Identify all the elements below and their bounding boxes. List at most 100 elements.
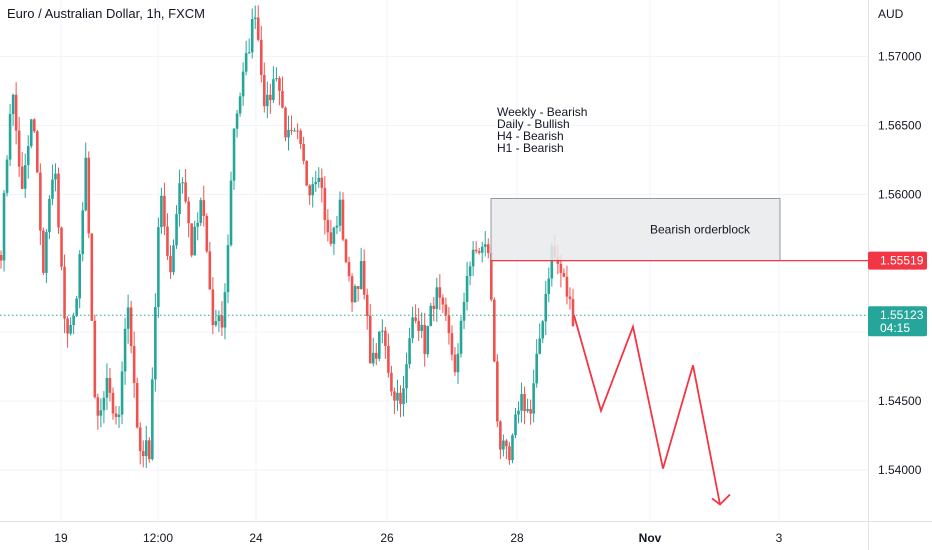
- candle-body: [272, 79, 275, 101]
- candle-body: [187, 201, 190, 224]
- candle-body: [247, 52, 251, 54]
- candle-body: [39, 172, 42, 231]
- current-price-value: 1.55123: [880, 308, 924, 322]
- candle-body: [296, 130, 299, 132]
- candle-body: [202, 200, 206, 216]
- candle-body: [220, 315, 224, 328]
- candle-body: [477, 251, 481, 253]
- candle-body: [408, 338, 411, 365]
- candle-body: [111, 392, 115, 414]
- candle-body: [568, 296, 572, 300]
- candle-body: [5, 159, 9, 193]
- candle-body: [447, 315, 451, 334]
- candle-body: [335, 225, 339, 228]
- projection-path[interactable]: [573, 314, 721, 505]
- candle-body: [468, 266, 472, 276]
- candle-body: [547, 278, 551, 294]
- candle-body: [17, 130, 21, 167]
- candle-body: [226, 245, 230, 293]
- candle-body: [211, 289, 215, 326]
- candle-body: [411, 317, 414, 339]
- candle-body: [196, 222, 200, 227]
- candle-body: [190, 223, 193, 256]
- candle-body: [450, 333, 454, 355]
- candle-body: [235, 113, 239, 129]
- candle-body: [269, 94, 272, 101]
- candle-body: [166, 226, 169, 256]
- candle-body: [529, 409, 532, 414]
- candle-body: [81, 210, 85, 255]
- candle-body: [72, 315, 75, 325]
- candle-body: [396, 392, 399, 401]
- candle-body: [151, 379, 154, 460]
- candle-body: [84, 157, 88, 211]
- candle-body: [281, 90, 284, 108]
- orderblock-zone[interactable]: [490, 197, 781, 262]
- candle-body: [172, 245, 175, 273]
- candle-body: [417, 320, 420, 331]
- candle-body: [87, 157, 91, 234]
- candle-body: [414, 317, 417, 321]
- candle-body: [544, 293, 548, 322]
- candle-body: [338, 199, 342, 226]
- candle-body: [402, 388, 405, 405]
- bar-countdown: 04:15: [880, 321, 910, 335]
- candle-body: [184, 182, 187, 202]
- candle-body: [11, 94, 15, 115]
- candle-body: [362, 261, 366, 295]
- candle-body: [99, 410, 103, 416]
- candle-body: [432, 305, 436, 309]
- candle-body: [480, 246, 484, 253]
- candle-body: [54, 173, 57, 180]
- candle-body: [253, 17, 257, 19]
- candle-body: [332, 227, 336, 244]
- candle-body: [344, 239, 348, 263]
- candle-body: [241, 71, 245, 97]
- level-price-tag: [868, 251, 927, 270]
- candle-body: [384, 330, 387, 346]
- candle-body: [129, 307, 133, 347]
- candle-body: [459, 320, 463, 354]
- candle-body: [256, 17, 260, 40]
- candle-body: [474, 249, 478, 252]
- candle-body: [144, 440, 148, 457]
- candle-body: [502, 440, 505, 450]
- candle-body: [20, 166, 24, 189]
- candle-body: [0, 254, 3, 261]
- candle-body: [299, 130, 302, 144]
- candle-body: [120, 371, 124, 415]
- candle-body: [135, 383, 139, 428]
- candle-body: [508, 446, 511, 461]
- candle-body: [499, 421, 502, 450]
- candle-body: [60, 227, 63, 267]
- candle-body: [390, 372, 393, 392]
- candle-body: [523, 393, 526, 412]
- candle-body: [51, 179, 54, 199]
- candle-body: [132, 346, 136, 384]
- candle-body: [317, 177, 321, 183]
- candle-body: [371, 352, 375, 364]
- candle-body: [223, 292, 227, 328]
- candle-body: [105, 377, 109, 398]
- candle-body: [263, 74, 266, 107]
- bias-weekly: Weekly - Bearish: [497, 105, 587, 119]
- candle-body: [517, 410, 520, 415]
- candle-body: [147, 440, 151, 460]
- candles[interactable]: [0, 5, 575, 469]
- candle-body: [123, 328, 127, 372]
- candle-body: [275, 78, 278, 80]
- price-tick-label: 1.56500: [878, 118, 922, 132]
- candle-body: [284, 107, 287, 138]
- candle-body: [326, 219, 330, 233]
- candle-body: [471, 249, 475, 267]
- projection-arrowhead-icon: [711, 493, 731, 506]
- candle-body: [423, 324, 427, 355]
- candle-body: [90, 233, 94, 321]
- candle-body: [341, 199, 345, 240]
- candle-body: [465, 275, 469, 302]
- time-axis[interactable]: 19 12:00 24 26 28 Nov 3: [54, 531, 782, 545]
- candle-body: [486, 244, 490, 254]
- candle-body: [520, 393, 523, 411]
